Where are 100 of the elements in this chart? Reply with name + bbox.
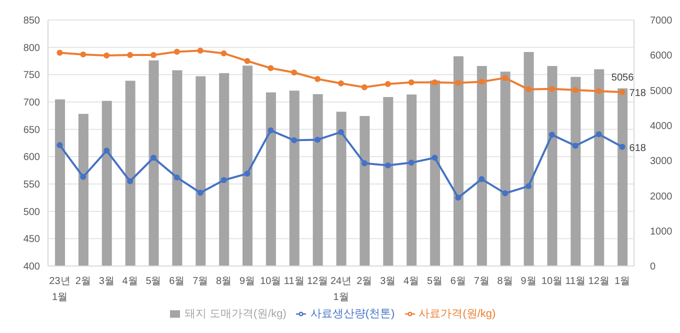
y-tick-label: 650 [23, 124, 40, 136]
x-tick-label: 5월 [146, 276, 162, 287]
point [197, 190, 204, 196]
point [268, 65, 274, 72]
y-tick-label: 450 [23, 234, 40, 246]
data-label: 5056 [611, 72, 634, 84]
bar [570, 76, 581, 266]
y-tick-label: 850 [23, 16, 40, 27]
point [127, 52, 134, 58]
point [174, 174, 180, 180]
point [361, 160, 368, 166]
data-label: 618 [629, 142, 646, 154]
bar [453, 56, 464, 266]
x-tick-label: 12월 [306, 276, 328, 287]
point [572, 86, 578, 93]
point [244, 58, 250, 64]
y2-tick-label: 1000 [650, 226, 673, 238]
point [384, 162, 391, 168]
point [455, 80, 462, 86]
x-tick-label: 2월 [75, 276, 91, 287]
legend-label: 사료가격(원/kg) [418, 308, 496, 320]
x-tick-label: 2월 [356, 276, 372, 287]
bar [102, 100, 112, 266]
point [174, 48, 180, 55]
bar [55, 99, 65, 266]
bar [289, 90, 300, 266]
x-tick-label: 6월 [169, 276, 185, 287]
y-tick-label: 550 [23, 180, 40, 191]
y2-tick-label: 3000 [650, 156, 673, 168]
x-tick-label: 9월 [520, 276, 536, 287]
point [408, 79, 414, 86]
point [80, 51, 86, 58]
bar [500, 72, 510, 266]
point [314, 76, 321, 82]
x-tick-label: 6월 [450, 276, 466, 287]
legend-label: 사료생산량(천톤) [310, 308, 395, 320]
point [127, 178, 134, 184]
bar [78, 114, 88, 266]
bar [172, 70, 182, 266]
x-tick-label: 1월 [614, 276, 630, 287]
point [291, 69, 298, 76]
point [502, 190, 508, 196]
x-tick-label: 8월 [216, 276, 232, 287]
point [338, 80, 344, 86]
x-tick-label: 9월 [239, 276, 256, 287]
bar [148, 60, 159, 266]
bar [312, 94, 323, 266]
y2-tick-label: 4000 [650, 120, 673, 132]
x-tick-label: 12월 [588, 276, 610, 287]
point [502, 74, 508, 81]
point [526, 86, 532, 92]
point [56, 142, 63, 148]
bar [360, 116, 370, 266]
y-tick-label: 600 [23, 152, 40, 164]
point [314, 136, 321, 143]
x-tick-label: 4월 [404, 276, 420, 287]
x-tick-label: 3월 [380, 276, 396, 287]
x-tick-label: 5월 [426, 276, 443, 287]
point [526, 183, 532, 190]
x-tick-label: 11월 [284, 276, 304, 287]
x-tick-label: 10월 [260, 276, 282, 287]
x-tick-label: 3월 [98, 276, 114, 287]
point [104, 148, 110, 154]
y-tick-label: 800 [23, 42, 40, 54]
point [619, 89, 626, 96]
point [104, 52, 110, 59]
x-tick-label: 7월 [474, 276, 490, 287]
point [432, 79, 438, 86]
y-tick-label: 750 [23, 70, 40, 82]
y-tick-label: 700 [23, 98, 40, 109]
bar [219, 73, 230, 266]
legend-label: 돼지 도매가격(원/kg) [184, 308, 286, 320]
bar [383, 96, 394, 266]
bar [242, 66, 253, 266]
x-tick-label: 24년 1월 [330, 276, 352, 303]
bar [266, 92, 276, 266]
x-tick-label: 8월 [497, 276, 513, 287]
bar [406, 94, 417, 266]
point [244, 170, 250, 177]
point [548, 132, 555, 138]
point [361, 84, 368, 90]
point [432, 154, 438, 161]
point [596, 131, 602, 138]
point [220, 50, 227, 56]
point [268, 127, 274, 134]
data-label: 718 [629, 88, 646, 100]
x-tick-label: 10월 [541, 276, 563, 287]
bar [125, 80, 136, 266]
y2-tick-label: 5000 [650, 86, 673, 97]
point [150, 52, 156, 58]
point [478, 78, 485, 85]
y2-tick-label: 0 [650, 262, 656, 273]
point [291, 137, 298, 144]
bar [336, 112, 346, 266]
x-tick-label: 23년 1월 [49, 276, 70, 303]
point [56, 50, 63, 56]
x-tick-label: 7월 [192, 276, 208, 287]
point [548, 86, 555, 92]
bar [618, 88, 628, 266]
bar [430, 80, 440, 266]
